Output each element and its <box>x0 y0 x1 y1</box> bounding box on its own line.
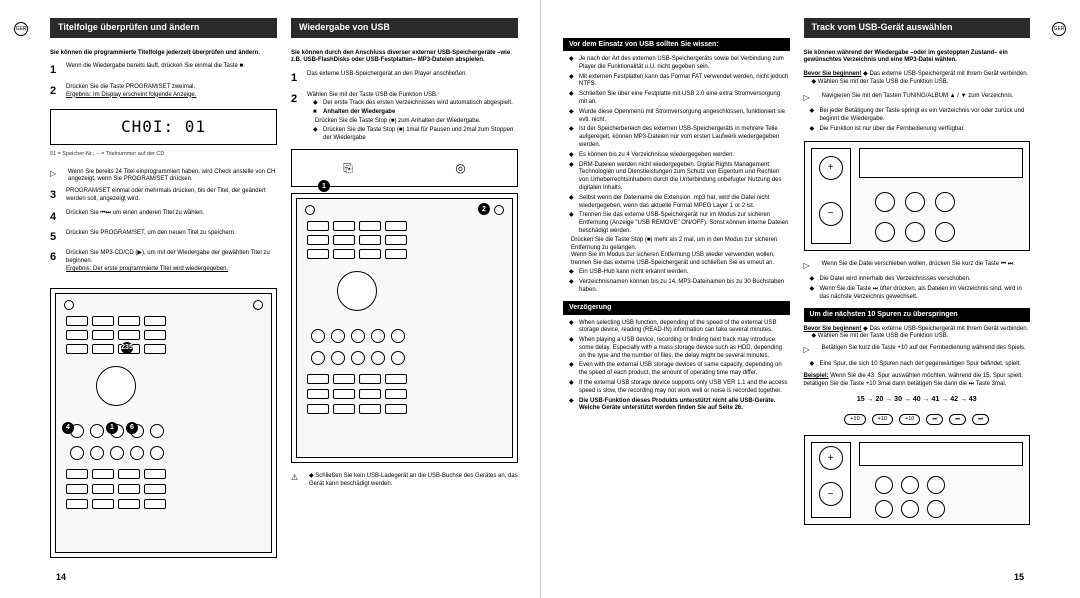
c2-s2b2: Anhalten der Wiedergabe <box>323 109 395 117</box>
panel-diagram-1: + − <box>804 141 1031 251</box>
callout-1: 1 <box>106 422 118 434</box>
note-icon: ▷ <box>50 169 64 185</box>
example-lbl: Beispiel: <box>804 373 829 379</box>
before1: Das externe USB-Speichergerät mit Ihrem … <box>869 71 1028 77</box>
arrow-icon: ▷ <box>804 345 818 355</box>
sk-note-b: Eine Spur, die sich 10 Spuren nach der g… <box>820 361 1021 369</box>
c3-i10: Verzeichnisnamen können bis zu 14, MP3-D… <box>579 279 790 295</box>
c3-i5: Es können bis zu 4 Verzeichnisse wiederg… <box>579 152 734 160</box>
c3-d2: When playing a USB device, recording or … <box>579 337 790 360</box>
display-legend: 01 = Speicher-Nr., -- = Titelnummer auf … <box>50 151 277 158</box>
callout-235: 235 <box>121 342 133 354</box>
arrow-icon: ▷ <box>804 93 818 103</box>
c3-i6: DRM-Dateien werden nicht wiedergegeben. … <box>579 162 790 193</box>
skip-btn: ⏭ <box>972 414 989 425</box>
step2a: Drücken Sie die Taste PROGRAM/SET zweima… <box>66 84 195 90</box>
callout-1: 1 <box>318 180 330 192</box>
skip-btn: +10 <box>844 414 865 425</box>
c2-foot: ◆ Schließen Sie kein USB-Ladegerät an di… <box>309 473 518 489</box>
skip-btn: +10 <box>872 414 893 425</box>
before-label: Bevor Sie beginnen! <box>804 71 862 77</box>
c3-i8c: Wenn Sie im Modus zur sicheren Entfernun… <box>571 252 790 268</box>
callout-2: 2 <box>478 203 490 215</box>
c3-d4: If the external USB storage device suppo… <box>579 380 790 396</box>
c3-i9: Ein USB-Hub kann nicht erkannt werden. <box>579 269 688 277</box>
language-badge: GER <box>1052 22 1066 36</box>
callout-4: 4 <box>62 422 74 434</box>
c3-i4: Ist der Speicherbereich des externen USB… <box>579 126 790 149</box>
skip-intro: Wenn Sie die Datei verschieben wollen, d… <box>822 261 1015 271</box>
c2-s2b3: Drücken Sie die Taste Stop (■) zum Anhal… <box>315 118 518 126</box>
skip-btn: ⏭ <box>949 414 966 425</box>
c2-s2b4: Drücken Sie die Taste Stop (■) 1mal für … <box>323 127 518 143</box>
example-text: Wenn Sie die 43. Spur auswählen möchten,… <box>804 373 1023 387</box>
c3-i3: Schließen Sie über eine Festplatte mit U… <box>579 91 790 107</box>
c2-step2: Wählen Sie mit der Taste USB die Funktio… <box>307 92 438 98</box>
step3: PROGRAM/SET einmal oder mehrmals drücken… <box>66 188 277 204</box>
c3-d1: When selecting USB function, depending o… <box>579 320 790 336</box>
step-num: 3 <box>50 188 60 204</box>
callout-6: 6 <box>126 422 138 434</box>
skip-buttons-row: +10 +10 +10 ⏭ ⏭ ⏭ <box>804 414 1031 425</box>
c3-i3b: Wurde diese Openmenü mit Stromversorgung… <box>579 109 790 125</box>
col2-intro: Sie können durch den Anschluss diverser … <box>291 50 518 66</box>
nav-b2: Die Funktion ist nur über die Fernbedien… <box>820 126 965 134</box>
col2-title: Wiedergabe von USB <box>291 18 518 38</box>
col3-sub1: Vor dem Einsatz von USB sollten Sie wiss… <box>563 38 790 51</box>
sk-before-lbl: Bevor Sie beginnen! <box>804 326 862 332</box>
c3-d3: Even with the external USB storage devic… <box>579 362 790 378</box>
step-num: 1 <box>291 71 301 85</box>
sk-before2: Wählen Sie mit der Taste USB die Funktio… <box>818 333 949 339</box>
c3-i1: Je nach der Art des externen USB-Speiche… <box>579 56 790 72</box>
arrow-icon: ▷ <box>804 261 818 271</box>
skip-b2: Wenn Sie die Taste ⏭ öfter drücken, als … <box>820 286 1031 302</box>
usb-icon: ⎘ <box>343 161 353 177</box>
c2-step1: Das externe USB-Speichergerät an den Pla… <box>307 71 518 85</box>
nav-text: Navigieren Sie mit den Tasten TUNING/ALB… <box>822 93 1014 103</box>
col1-intro: Sie können die programmierte Titelfolge … <box>50 50 277 58</box>
step-num: 2 <box>50 84 60 100</box>
col4-sub-skip: Um die nächsten 10 Spuren zu überspringe… <box>804 308 1031 321</box>
step-num: 2 <box>291 92 301 144</box>
page-number-left: 14 <box>56 572 66 584</box>
nav-b1: Bei jeder Betätigung der Taste springt e… <box>820 108 1031 124</box>
remote-illustration: 235 4 1 6 <box>50 288 277 558</box>
step5: Drücken Sie PROGRAM/SET, um den neuen Ti… <box>66 230 277 244</box>
step-num: 1 <box>50 63 60 77</box>
skip-btn: +10 <box>899 414 920 425</box>
c3-i7: Selbst wenn der Dateiname die Extension … <box>579 195 790 211</box>
c3-d5: Die USB-Funktion dieses Produkts unterst… <box>579 398 790 414</box>
skip-btn: ⏭ <box>926 414 943 425</box>
step-num: 5 <box>50 230 60 244</box>
sk-before1: Das externe USB-Speichergerät mit Ihrem … <box>869 326 1028 332</box>
col3-sub2: Verzögerung <box>563 301 790 314</box>
col4-intro: Sie können während der Wiedergabe –oder … <box>804 50 1031 66</box>
c3-i8b: Drücken Sie die Taste Stop (■) mehr als … <box>571 237 790 253</box>
note-check: Wenn Sie bereits 24 Titel einprogrammier… <box>68 169 277 185</box>
display-readout: CH0I: 01 <box>50 109 277 145</box>
c3-i8: Trennen Sie das externe USB-Speichergerä… <box>579 212 790 235</box>
step6a: Drücken Sie MP3-CD/CD (▶), um mit der Wi… <box>66 250 270 264</box>
step-num: 6 <box>50 250 60 273</box>
language-badge: GER <box>14 22 28 36</box>
skip-sequence: 15 → 20 → 30 → 40 → 41 → 42 → 43 <box>804 395 1031 404</box>
before2: Wählen Sie mit der Taste USB die Funktio… <box>818 79 949 85</box>
page-number-right: 15 <box>1014 572 1024 584</box>
step-num: 4 <box>50 210 60 224</box>
step1: Wenn die Wiedergabe bereits läuft, drück… <box>66 63 277 77</box>
step6b: Ergebnis: Der erste programmierte Titel … <box>66 266 228 272</box>
col4-title: Track vom USB-Gerät auswählen <box>804 18 1031 38</box>
step2b: Ergebnis: Im Display erscheint folgende … <box>66 92 196 98</box>
caution-icon: ⚠ <box>291 473 305 489</box>
aux-icon: ◎ <box>455 161 465 177</box>
c3-i2: Mit externen Festplatten kann das Format… <box>579 74 790 90</box>
remote-illustration-2: 2 <box>291 193 518 463</box>
usb-port-diagram: ⎘ ◎ 1 <box>291 149 518 187</box>
step4: Drücken Sie ⏮⏭ um einen anderen Titel zu… <box>66 210 277 224</box>
col1-title: Titelfolge überprüfen und ändern <box>50 18 277 38</box>
sk-note: Betätigen Sie kurz die Taste +10 auf der… <box>822 345 1026 355</box>
skip-b1: Die Datei wird innerhalb des Verzeichnis… <box>820 276 971 284</box>
c2-s2b1: Der erste Track des ersten Verzeichnisse… <box>323 100 513 108</box>
panel-diagram-2: + − <box>804 435 1031 525</box>
